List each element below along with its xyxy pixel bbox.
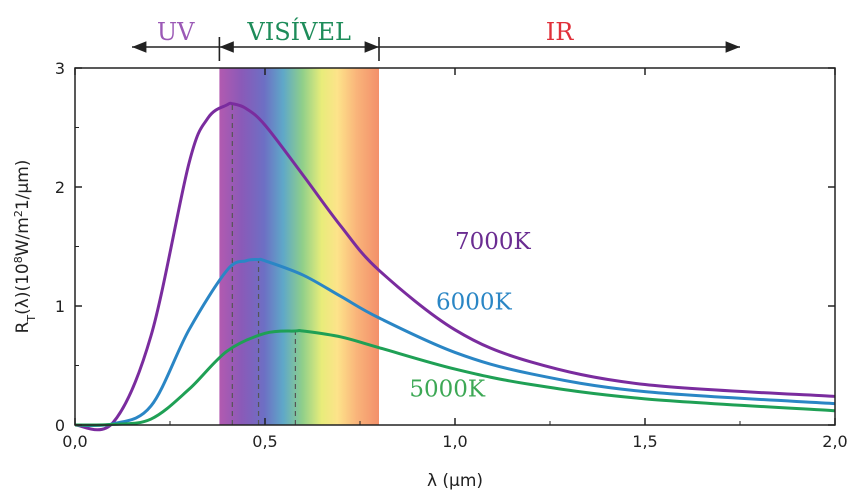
curve-label-5000k: 5000K <box>409 376 486 402</box>
region-label-ir: IR <box>546 18 574 46</box>
curve-label-7000k: 7000K <box>455 229 532 255</box>
x-tick-label: 1,5 <box>632 432 657 451</box>
y-tick-label: 3 <box>55 59 65 78</box>
x-tick-label: 2,0 <box>822 432 847 451</box>
y-tick-label: 1 <box>55 297 65 316</box>
peak-marker-lines <box>231 103 296 425</box>
x-tick-label: 1,0 <box>442 432 467 451</box>
x-tick-label: 0,5 <box>252 432 277 451</box>
x-axis-title: λ (µm) <box>427 471 483 491</box>
y-tick-label: 2 <box>55 178 65 197</box>
y-axis-title: RT(λ)(108W/m21/µm) <box>12 160 38 334</box>
curve-label-6000k: 6000K <box>436 290 513 316</box>
x-tick-label: 0,0 <box>62 432 87 451</box>
region-label-uv: UV <box>157 18 195 46</box>
region-label-visível: VISÍVEL <box>246 17 351 46</box>
y-axis-ticks: 0 1 2 3 <box>55 59 835 435</box>
series-line-7000k <box>74 101 836 432</box>
visible-spectrum-band <box>219 68 379 425</box>
curve-labels: 7000K 6000K 5000K <box>409 229 531 403</box>
x-axis-ticks: 0,0 0,5 1,0 1,5 2,0 <box>62 68 848 451</box>
y-tick-label: 0 <box>55 416 65 435</box>
series-line-6000k <box>74 257 836 428</box>
series-line-5000k <box>74 328 836 427</box>
spectrum-region-arrows: UV VISÍVEL IR <box>132 17 740 61</box>
spectral-curves <box>74 101 836 432</box>
